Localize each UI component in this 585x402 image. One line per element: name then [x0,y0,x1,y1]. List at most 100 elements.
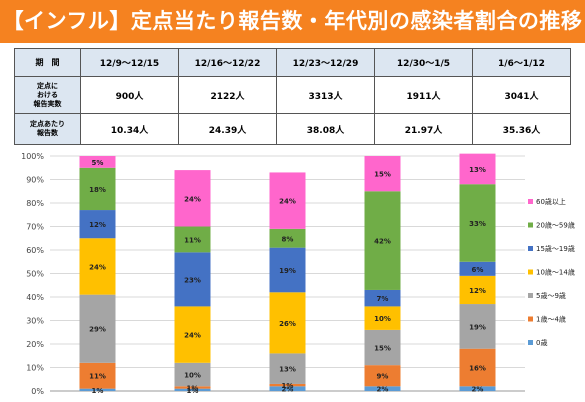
data-label: 1% [282,382,294,390]
bar-segment [269,386,306,391]
page-title: 【インフル】定点当たり報告数・年代別の感染者割合の推移 [0,0,585,43]
bar-segment [79,388,116,391]
legend-swatch [528,269,533,275]
bar-segment [79,294,116,363]
bar-segment [269,383,306,387]
y-tick-label: 0% [31,387,44,396]
period-cell: 12/23～12/29 [276,48,375,77]
data-label: 24% [279,198,296,206]
legend-label: 0歳 [536,338,547,347]
data-label: 12% [89,221,106,229]
stacked-bar-chart: 0% 10% 20% 30% 40% 50% 60% 70% 80% 90% 100% 1% 11% 2… [21,152,575,396]
bars [79,153,496,391]
row-header-reports: 定点に おける 報告実数 [14,76,81,114]
data-label: 2% [472,386,484,394]
data-label: 16% [469,365,486,373]
data-label: 24% [184,332,201,340]
table-cell: 1911人 [374,76,473,114]
legend-swatch [528,316,533,322]
data-label: 26% [279,320,296,328]
bar-segment [459,386,496,391]
bar-segment [459,184,496,262]
bar-segment [364,306,401,330]
y-tick-label: 70% [26,223,44,232]
legend-label: 5歳～9歳 [536,291,566,300]
legend-swatch [528,199,533,204]
data-label: 5% [92,159,104,167]
legend: 60歳以上 20歳～59歳 15歳～19歳 10歳～14歳 5歳～9歳 1歳～4歳 0歳 [528,197,575,347]
data-label: 10% [374,315,391,323]
y-tick-label: 60% [26,246,44,255]
bar-segment [269,292,306,354]
table-cell: 900人 [80,76,179,114]
y-tick-label: 90% [26,176,44,185]
bar-segment [174,226,211,253]
data-label: 15% [374,171,391,179]
bar-segment [364,156,401,192]
data-labels: 1% 11% 29% 24% 12% 18% 5% 1% 1% 10% 24% 23% 11% 24% 2%… [89,159,486,395]
data-label: 1% [187,387,199,395]
row-header-line: 定点あたり [30,120,65,128]
bar-segment [79,362,116,389]
bar-segment [364,289,401,307]
table-cell: 24.39人 [178,113,277,145]
bar-segment [79,167,116,211]
data-label: 6% [472,266,484,274]
y-tick-label: 20% [26,340,44,349]
legend-label: 60歳以上 [536,197,566,206]
y-tick-label: 80% [26,199,44,208]
y-tick-label: 40% [26,293,44,302]
bar-segment [79,210,116,239]
table-cell: 21.97人 [374,113,473,145]
table-row: 定点に おける 報告実数 900人 2122人 3313人 1911人 3041… [14,76,571,114]
bar-segment [269,353,306,384]
data-label: 29% [89,326,106,334]
legend-label: 10歳～14歳 [536,268,575,277]
row-header-line: おける [37,90,58,99]
bar-segment [174,170,211,227]
data-label: 19% [279,267,296,275]
data-label: 1% [92,387,104,395]
row-header-per-sentinel: 定点あたり 報告数 [14,113,81,145]
bar-segment [364,386,401,391]
period-cell: 12/30～1/5 [374,48,473,77]
data-label: 2% [377,386,389,394]
table-row: 定点あたり 報告数 10.34人 24.39人 38.08人 21.97人 35… [14,113,571,145]
legend-swatch [528,293,533,298]
period-header-cell: 期 間 [14,48,81,77]
period-cell: 1/6～1/12 [472,48,571,77]
data-label: 24% [89,263,106,271]
bar-segment [174,362,211,387]
table-cell: 3041人 [472,76,571,114]
bar-segment [174,388,211,391]
bar-segment [79,238,116,295]
data-label: 9% [377,373,389,381]
bar-segment [459,304,496,349]
bar-segment [459,153,496,185]
legend-swatch [528,246,533,251]
row-header-line: 報告実数 [33,99,62,108]
data-label: 19% [469,323,486,331]
bar-segment [174,386,211,389]
table-header-row: 期 間 12/9～12/15 12/16～12/22 12/23～12/29 1… [14,48,571,77]
report-table: 期 間 12/9～12/15 12/16～12/22 12/23～12/29 1… [14,48,571,145]
data-label: 2% [282,386,294,394]
bar-segment [459,261,496,276]
table-cell: 3313人 [276,76,375,114]
data-label: 13% [469,166,486,174]
legend-swatch [528,222,533,228]
table-cell: 35.36人 [472,113,571,145]
period-cell: 12/16～12/22 [178,48,277,77]
data-label: 18% [89,186,106,194]
bar-segment [364,329,401,366]
data-label: 15% [374,345,391,353]
legend-label: 15歳～19歳 [536,244,575,253]
data-label: 42% [374,238,391,246]
data-label: 33% [469,220,486,228]
data-label: 11% [89,373,106,381]
data-label: 24% [184,195,201,203]
bar-segment [364,191,401,290]
data-label: 12% [469,287,486,295]
y-tick-label: 100% [21,152,44,161]
table-cell: 2122人 [178,76,277,114]
